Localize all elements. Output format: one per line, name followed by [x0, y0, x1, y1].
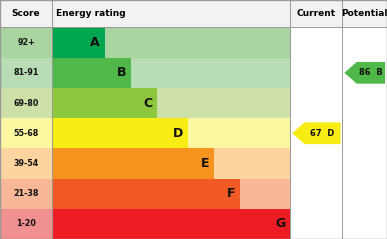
Text: 67  D: 67 D: [310, 129, 335, 138]
Bar: [52, 88, 290, 118]
Bar: [52, 179, 240, 209]
Text: 21-38: 21-38: [14, 189, 39, 198]
Bar: [0, 209, 52, 239]
Text: B: B: [116, 66, 126, 79]
Text: 39-54: 39-54: [14, 159, 39, 168]
Text: Energy rating: Energy rating: [56, 9, 126, 18]
Bar: [0, 148, 52, 179]
Polygon shape: [292, 122, 341, 144]
Text: D: D: [173, 127, 183, 140]
Bar: [52, 118, 290, 148]
Bar: [0, 179, 52, 209]
Text: C: C: [143, 97, 152, 109]
Bar: [52, 58, 290, 88]
Bar: [52, 209, 290, 239]
Bar: [52, 209, 290, 239]
Bar: [52, 88, 157, 118]
Bar: [52, 148, 214, 179]
Bar: [52, 27, 104, 58]
Bar: [0, 118, 52, 148]
Text: Score: Score: [12, 9, 40, 18]
Text: 55-68: 55-68: [14, 129, 39, 138]
Text: E: E: [201, 157, 209, 170]
Bar: [0, 88, 52, 118]
Text: Potential: Potential: [341, 9, 387, 18]
Text: 92+: 92+: [17, 38, 35, 47]
Bar: [52, 179, 290, 209]
Text: A: A: [90, 36, 100, 49]
Text: 1-20: 1-20: [16, 219, 36, 228]
Bar: [0, 0, 387, 27]
Bar: [52, 27, 290, 58]
Text: Current: Current: [297, 9, 336, 18]
Text: F: F: [227, 187, 236, 200]
Polygon shape: [344, 62, 385, 84]
Text: 81-91: 81-91: [14, 68, 39, 77]
Bar: [52, 118, 188, 148]
Bar: [52, 58, 131, 88]
Bar: [0, 58, 52, 88]
Bar: [0, 27, 52, 58]
Text: 69-80: 69-80: [14, 98, 39, 108]
Bar: [52, 148, 290, 179]
Text: 86  B: 86 B: [359, 68, 383, 77]
Text: G: G: [276, 217, 286, 230]
